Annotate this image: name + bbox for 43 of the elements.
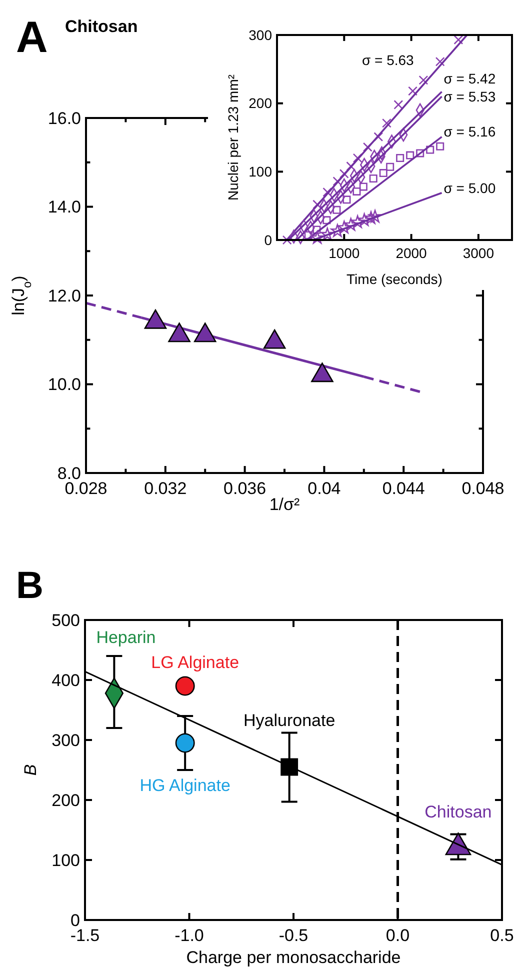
x-tick-label: 0.04 xyxy=(308,479,341,498)
series-label: σ = 5.42 xyxy=(444,70,496,87)
x-tick-label: 3000 xyxy=(462,245,494,261)
y-tick-label: 10.0 xyxy=(48,375,81,394)
x-tick-label: -1.0 xyxy=(174,926,204,945)
series-label: σ = 5.53 xyxy=(444,88,496,104)
text: Heparin xyxy=(96,628,156,648)
series-label: LG Alginate xyxy=(151,653,240,672)
x-tick-label: -0.5 xyxy=(278,926,308,945)
y-tick-label: 300 xyxy=(248,26,272,43)
y-tick-label: 500 xyxy=(52,610,80,630)
y-tick-label: 400 xyxy=(52,670,80,690)
text: A xyxy=(16,13,48,62)
series-label: σ = 5.16 xyxy=(444,124,496,140)
chart-title: Chitosan xyxy=(65,17,138,36)
x-tick-label: 0.0 xyxy=(386,926,410,945)
y-tick-label: 0 xyxy=(264,232,272,248)
series-label: σ = 5.00 xyxy=(444,180,496,196)
series-label: σ = 5.63 xyxy=(362,52,414,68)
y-tick-label: 300 xyxy=(52,730,80,750)
y-axis-title: B xyxy=(21,764,40,776)
legend-label: Chitosan xyxy=(424,802,492,822)
y-tick-label: 200 xyxy=(52,790,80,810)
x-tick-label: 0.048 xyxy=(462,479,504,498)
x-tick-label: 2000 xyxy=(396,245,428,261)
y-tick-label: 200 xyxy=(248,95,272,112)
y-tick-label: 100 xyxy=(248,164,272,180)
x-tick-label: 0.032 xyxy=(144,479,187,498)
x-axis-title: Time (seconds) xyxy=(346,271,442,287)
x-axis-title: 1/σ² xyxy=(269,495,300,514)
x-tick-label: 1000 xyxy=(328,245,360,261)
y-axis-title: Nuclei per 1.23 mm² xyxy=(225,74,241,201)
series-label: HG Alginate xyxy=(140,776,230,795)
y-tick-label: 12.0 xyxy=(48,286,81,306)
x-tick-label: 0.036 xyxy=(224,479,266,498)
x-tick-label: 0.5 xyxy=(490,926,514,945)
text: B xyxy=(16,565,44,607)
x-axis-title: Charge per monosaccharide xyxy=(186,948,401,967)
y-tick-label: 16.0 xyxy=(48,108,81,128)
x-tick-label: 0.044 xyxy=(382,479,425,498)
y-tick-label: 14.0 xyxy=(48,198,81,217)
y-tick-label: 100 xyxy=(52,850,80,870)
text: Hyaluronate xyxy=(243,711,336,730)
